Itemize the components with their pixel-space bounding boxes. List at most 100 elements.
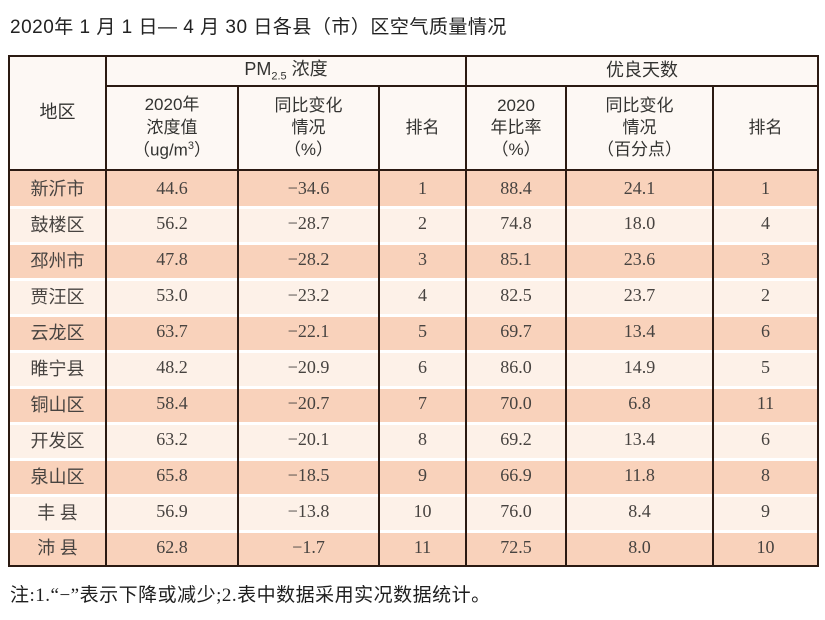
header-good-rate: 2020 年比率 （%） (465, 84, 568, 171)
good-days-change-cell: 18.0 (565, 205, 715, 242)
pm-change-cell: −13.8 (237, 493, 380, 530)
good-days-change-cell: 24.1 (565, 169, 715, 206)
pm-concentration-cell: 56.2 (105, 205, 239, 242)
pm-change-cell: −22.1 (237, 313, 380, 350)
good-days-rate-cell: 76.0 (465, 493, 568, 530)
pm-value-line1: 2020年 (144, 95, 200, 115)
pm-concentration-cell: 47.8 (105, 241, 239, 278)
good-change-line1: 同比变化 (605, 95, 674, 115)
pm-rank-cell: 1 (377, 169, 468, 206)
good-days-rate-cell: 88.4 (465, 169, 568, 206)
good-days-rank-cell: 3 (712, 241, 820, 278)
good-days-rank-cell: 6 (712, 313, 820, 350)
region-cell: 新沂市 (8, 169, 107, 206)
pm-change-cell: −34.6 (237, 169, 380, 206)
pm-change-line2: 情况 (291, 117, 326, 137)
pm-concentration-cell: 58.4 (105, 385, 239, 422)
pm-change-cell: −28.7 (237, 205, 380, 242)
pm-rank-cell: 6 (377, 349, 468, 386)
table-header: 地区 PM2.5 浓度 优良天数 2020年 浓度值 （ug/m3） 同比变化 … (8, 55, 820, 171)
good-days-change-cell: 11.8 (565, 457, 715, 494)
pm-rank-cell: 3 (377, 241, 468, 278)
table-body: 新沂市 44.6 −34.6 1 88.4 24.1 1 鼓楼区 56.2 −2… (8, 169, 820, 566)
pm-change-line3: （%） (283, 139, 334, 159)
table-row: 铜山区 58.4 −20.7 7 70.0 6.8 11 (8, 385, 820, 422)
good-days-rank-cell: 1 (712, 169, 820, 206)
footnote: 注:1.“−”表示下降或减少;2.表中数据采用实况数据统计。 (10, 584, 491, 606)
pm-concentration-cell: 56.9 (105, 493, 239, 530)
pm-rank-cell: 2 (377, 205, 468, 242)
region-cell: 铜山区 (8, 385, 107, 422)
good-days-rank-cell: 9 (712, 493, 820, 530)
pm-concentration-cell: 63.7 (105, 313, 239, 350)
good-days-rate-cell: 70.0 (465, 385, 568, 422)
pm-change-cell: −18.5 (237, 457, 380, 494)
pm-change-cell: −1.7 (237, 529, 380, 566)
good-days-rank-cell: 8 (712, 457, 820, 494)
good-rate-line1: 2020 (497, 95, 535, 115)
table-row: 开发区 63.2 −20.1 8 69.2 13.4 6 (8, 421, 820, 458)
table-row: 云龙区 63.7 −22.1 5 69.7 13.4 6 (8, 313, 820, 350)
good-days-rank-cell: 5 (712, 349, 820, 386)
header-pm-change: 同比变化 情况 （%） (237, 84, 380, 171)
region-cell: 邳州市 (8, 241, 107, 278)
region-cell: 沛 县 (8, 529, 107, 566)
good-days-rate-cell: 72.5 (465, 529, 568, 566)
good-days-rank-cell: 2 (712, 277, 820, 314)
pm-value-unit-close: ） (193, 140, 211, 160)
good-days-rate-cell: 74.8 (465, 205, 568, 242)
pm-rank-cell: 4 (377, 277, 468, 314)
region-cell: 贾汪区 (8, 277, 107, 314)
pm-change-cell: −28.2 (237, 241, 380, 278)
region-cell: 云龙区 (8, 313, 107, 350)
region-cell: 鼓楼区 (8, 205, 107, 242)
header-good-rank: 排名 (712, 84, 820, 171)
pm-concentration-cell: 44.6 (105, 169, 239, 206)
page: 2020年 1 月 1 日— 4 月 30 日各县（市）区空气质量情况 地区 P… (8, 17, 820, 606)
header-pm-value: 2020年 浓度值 （ug/m3） (105, 84, 239, 171)
good-days-rank-cell: 6 (712, 421, 820, 458)
table-row: 新沂市 44.6 −34.6 1 88.4 24.1 1 (8, 169, 820, 206)
region-cell: 泉山区 (8, 457, 107, 494)
table-row: 沛 县 62.8 −1.7 11 72.5 8.0 10 (8, 529, 820, 566)
pm-rank-cell: 5 (377, 313, 468, 350)
pm-change-cell: −20.9 (237, 349, 380, 386)
pm-change-line1: 同比变化 (274, 95, 343, 115)
pm-change-cell: −20.1 (237, 421, 380, 458)
good-days-rank-cell: 11 (712, 385, 820, 422)
pm-concentration-cell: 63.2 (105, 421, 239, 458)
table-row: 贾汪区 53.0 −23.2 4 82.5 23.7 2 (8, 277, 820, 314)
header-sub-row: 2020年 浓度值 （ug/m3） 同比变化 情况 （%） 排名 2020 年比… (9, 84, 820, 171)
good-days-rate-cell: 86.0 (465, 349, 568, 386)
pm-label-rest: 浓度 (286, 59, 328, 79)
good-rate-line2: 年比率 (490, 117, 542, 137)
header-pm-rank: 排名 (377, 84, 468, 171)
pm-rank-cell: 11 (377, 529, 468, 566)
pm-value-line2: 浓度值 (146, 117, 198, 137)
table-row: 睢宁县 48.2 −20.9 6 86.0 14.9 5 (8, 349, 820, 386)
good-days-change-cell: 6.8 (565, 385, 715, 422)
header-group-row: 地区 PM2.5 浓度 优良天数 (8, 55, 820, 171)
region-cell: 睢宁县 (8, 349, 107, 386)
good-change-line2: 情况 (622, 117, 657, 137)
good-days-rate-cell: 85.1 (465, 241, 568, 278)
pm-concentration-cell: 48.2 (105, 349, 239, 386)
pm-label-subscript: 2.5 (271, 70, 287, 83)
pm-rank-cell: 8 (377, 421, 468, 458)
good-days-change-cell: 13.4 (565, 313, 715, 350)
table-row: 丰 县 56.9 −13.8 10 76.0 8.4 9 (8, 493, 820, 530)
pm-concentration-cell: 65.8 (105, 457, 239, 494)
pm-concentration-cell: 62.8 (105, 529, 239, 566)
good-days-rank-cell: 4 (712, 205, 820, 242)
header-region: 地区 (8, 55, 107, 171)
pm-concentration-cell: 53.0 (105, 277, 239, 314)
pm-value-unit: （ug/m (133, 140, 188, 160)
pm-rank-cell: 7 (377, 385, 468, 422)
pm-value-unit-sup: 3 (187, 139, 194, 152)
pm-change-cell: −20.7 (237, 385, 380, 422)
region-cell: 丰 县 (8, 493, 107, 530)
good-days-change-cell: 8.0 (565, 529, 715, 566)
good-days-change-cell: 23.6 (565, 241, 715, 278)
header-good-change: 同比变化 情况 （百分点） (565, 84, 715, 171)
table-row: 邳州市 47.8 −28.2 3 85.1 23.6 3 (8, 241, 820, 278)
